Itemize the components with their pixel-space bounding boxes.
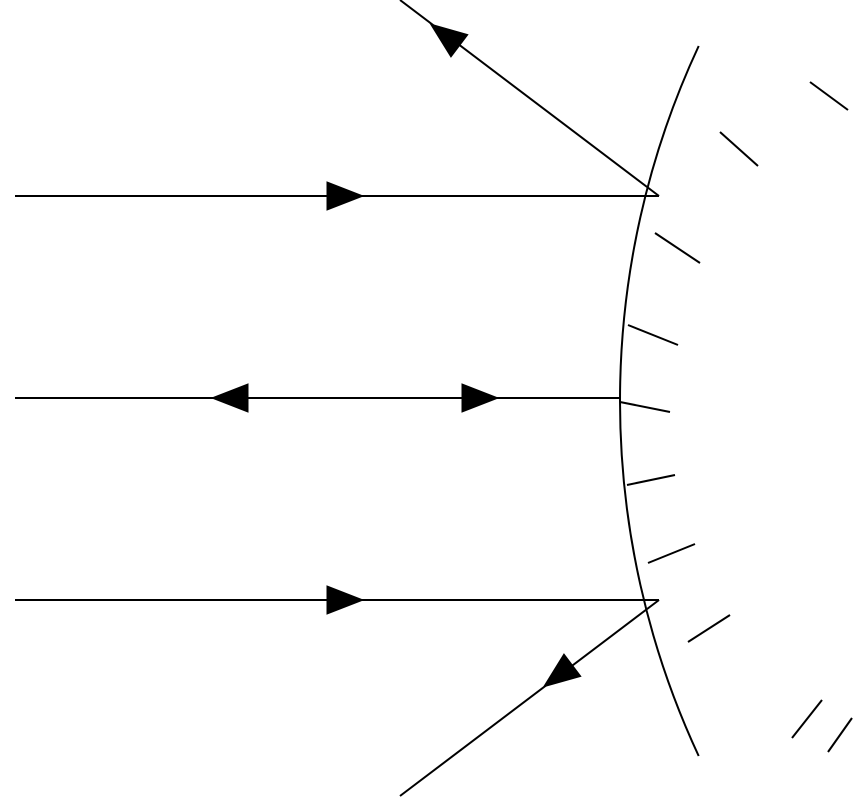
diagram-canvas — [0, 0, 857, 803]
arrowhead-icon — [212, 384, 248, 412]
mirror-hatch — [720, 132, 758, 166]
mirror-hatch — [688, 615, 730, 642]
mirror-arc — [620, 46, 699, 756]
arrowhead-icon — [462, 384, 498, 412]
ray-lower-reflected — [400, 600, 659, 796]
arrowhead-icon — [431, 24, 468, 57]
mirror-hatch — [627, 475, 675, 485]
mirror-hatch — [628, 325, 678, 345]
mirror-hatch — [648, 544, 695, 563]
mirror-hatch — [792, 700, 822, 738]
mirror-hatch — [810, 82, 848, 110]
mirror-hatch — [655, 233, 700, 263]
mirror-hatch — [620, 402, 670, 412]
arrowhead-icon — [327, 182, 363, 210]
arrowhead-icon — [327, 586, 363, 614]
arrowhead-icon — [544, 654, 581, 687]
mirror-hatch — [828, 718, 852, 752]
